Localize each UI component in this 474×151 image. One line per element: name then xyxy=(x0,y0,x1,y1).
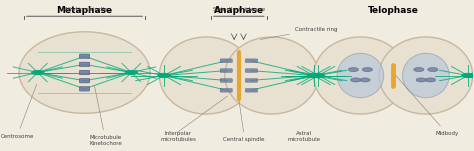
FancyBboxPatch shape xyxy=(220,88,232,92)
Ellipse shape xyxy=(362,67,373,72)
Text: Microtubule
Kinetochore: Microtubule Kinetochore xyxy=(89,86,122,146)
FancyBboxPatch shape xyxy=(246,88,257,92)
Circle shape xyxy=(125,71,137,74)
Ellipse shape xyxy=(379,37,473,114)
Text: Contractile ring: Contractile ring xyxy=(260,27,337,39)
Ellipse shape xyxy=(337,53,384,98)
Ellipse shape xyxy=(351,78,361,82)
Ellipse shape xyxy=(19,32,150,113)
Text: Central spindle: Central spindle xyxy=(223,137,264,142)
Ellipse shape xyxy=(225,37,319,114)
Text: Interpolar
microtubules: Interpolar microtubules xyxy=(160,131,196,142)
Ellipse shape xyxy=(414,67,424,72)
FancyBboxPatch shape xyxy=(246,79,257,82)
Text: Anaphase: Anaphase xyxy=(214,6,264,15)
Text: Centrosome: Centrosome xyxy=(0,84,37,139)
Ellipse shape xyxy=(314,37,407,114)
Circle shape xyxy=(32,71,44,74)
Text: Mitotic spindle: Mitotic spindle xyxy=(62,7,108,12)
FancyBboxPatch shape xyxy=(80,70,90,75)
Circle shape xyxy=(308,74,320,77)
FancyBboxPatch shape xyxy=(220,59,232,63)
Ellipse shape xyxy=(425,78,436,82)
FancyBboxPatch shape xyxy=(80,62,90,67)
FancyBboxPatch shape xyxy=(80,54,90,58)
FancyBboxPatch shape xyxy=(80,87,90,91)
Circle shape xyxy=(312,74,324,77)
FancyBboxPatch shape xyxy=(220,69,232,72)
FancyBboxPatch shape xyxy=(246,69,257,72)
Circle shape xyxy=(462,74,474,77)
FancyBboxPatch shape xyxy=(246,59,257,63)
Text: Telophase: Telophase xyxy=(368,6,419,15)
Circle shape xyxy=(158,74,170,77)
Text: Spindle midzone: Spindle midzone xyxy=(213,7,265,12)
Ellipse shape xyxy=(402,53,449,98)
FancyBboxPatch shape xyxy=(80,79,90,83)
Text: Metaphase: Metaphase xyxy=(56,6,113,15)
FancyBboxPatch shape xyxy=(220,79,232,82)
Ellipse shape xyxy=(159,37,253,114)
Ellipse shape xyxy=(348,67,358,72)
Ellipse shape xyxy=(416,78,426,82)
Text: Midbody: Midbody xyxy=(395,75,458,136)
Text: Astral
microtubule: Astral microtubule xyxy=(288,131,321,142)
Ellipse shape xyxy=(360,78,370,82)
Ellipse shape xyxy=(428,67,438,72)
